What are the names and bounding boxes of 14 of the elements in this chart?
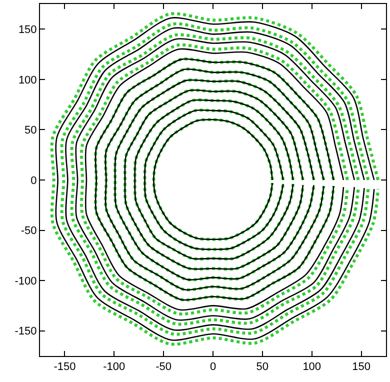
- y-tick-label: 100: [18, 74, 37, 86]
- y-tick-label: -50: [20, 225, 37, 238]
- y-tick-label: -150: [14, 326, 37, 338]
- x-tick-label: 100: [302, 361, 322, 374]
- x-tick-label: -100: [103, 361, 126, 374]
- y-tick-label: 50: [24, 124, 37, 137]
- x-tick-label: 0: [210, 361, 216, 374]
- x-tick-label: 150: [352, 361, 370, 374]
- x-tick-label: 50: [256, 361, 269, 374]
- y-tick-label: 150: [18, 24, 37, 36]
- y-tick-label: 0: [30, 174, 37, 187]
- x-tick-label: -150: [54, 361, 76, 374]
- x-tick-label: -50: [156, 361, 172, 374]
- y-tick-label: -100: [14, 275, 37, 288]
